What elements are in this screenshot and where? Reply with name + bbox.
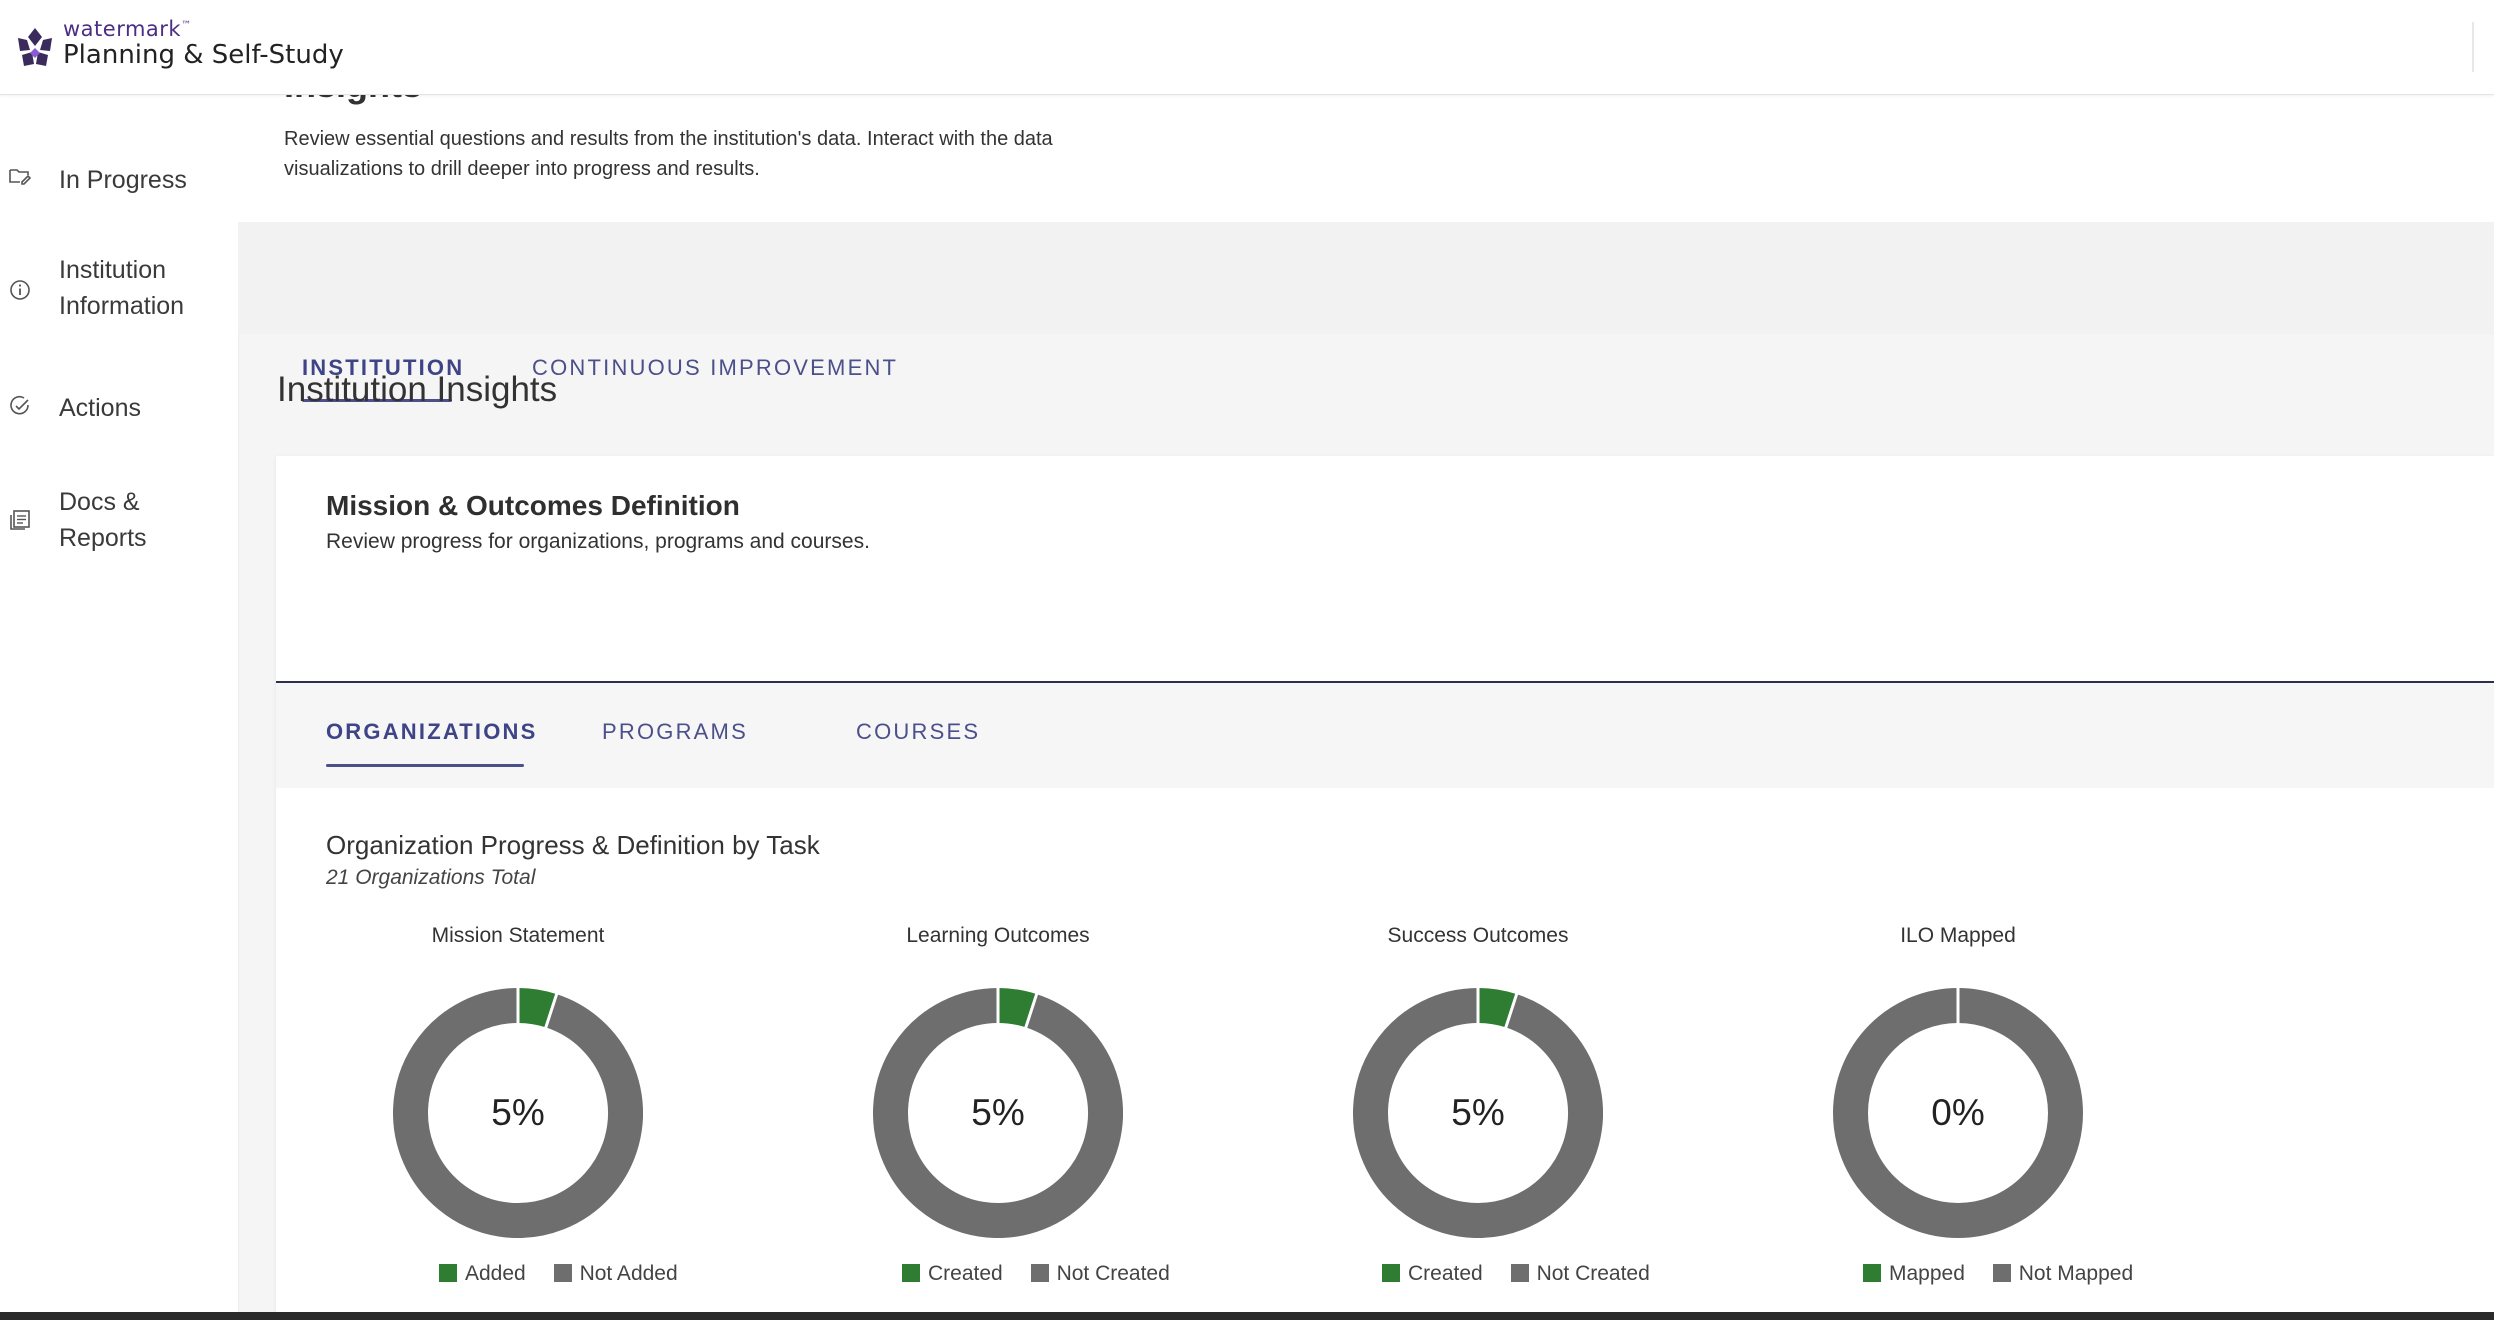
chart-legend: Created Not Created <box>1382 1262 1672 1290</box>
top-header: watermark™ Planning & Self-Study <box>0 0 2494 95</box>
legend-entry-negative[interactable]: Not Created <box>1030 1262 1170 1286</box>
sidebar-item-label: Docs & Reports <box>59 488 147 552</box>
card-divider <box>276 681 2494 683</box>
product-name: Planning & Self-Study <box>63 40 344 70</box>
legend-entry-negative[interactable]: Not Mapped <box>1992 1262 2134 1286</box>
header-divider <box>2472 22 2474 72</box>
slice-separator-1 <box>544 992 559 1029</box>
legend-swatch <box>1992 1264 2011 1282</box>
legend-swatch <box>1510 1264 1529 1282</box>
chart-legend: Created Not Created <box>902 1262 1192 1290</box>
legend-entry-positive[interactable]: Created <box>902 1262 1003 1286</box>
legend-entry-positive[interactable]: Created <box>1382 1262 1483 1286</box>
active-tab-indicator <box>326 764 524 767</box>
active-tab-indicator <box>302 399 452 402</box>
legend-entry-negative[interactable]: Not Added <box>553 1262 678 1286</box>
chart-title: Learning Outcomes <box>906 924 1090 947</box>
sidebar-nav: In Progress Institution Information Acti… <box>0 94 239 1320</box>
tab-programs[interactable]: PROGRAMS <box>602 719 748 744</box>
legend-swatch <box>902 1264 920 1282</box>
card-subtitle: Review progress for organizations, progr… <box>326 530 870 553</box>
document-list-icon <box>10 510 30 530</box>
taskbar-edge <box>0 1312 2494 1320</box>
sidebar-item-label: Actions <box>59 394 141 422</box>
donut-learning-outcomes: Learning Outcomes 5% <box>838 924 1158 1254</box>
donut-chart[interactable] <box>393 988 643 1238</box>
chart-legend: Added Not Added <box>439 1262 700 1290</box>
page-description: Review essential questions and results f… <box>284 128 1053 180</box>
watermark-logo-icon[interactable] <box>12 24 58 70</box>
legend-swatch <box>1863 1264 1881 1282</box>
legend-swatch <box>439 1264 457 1282</box>
donut-center-label: 5% <box>1451 1092 1505 1133</box>
legend-entry-positive[interactable]: Mapped <box>1863 1262 1965 1286</box>
legend-label: Not Mapped <box>2018 1262 2134 1285</box>
sidebar-item-institution-information[interactable]: Institution Information <box>0 252 238 332</box>
donut-chart[interactable] <box>1353 988 1603 1238</box>
legend-label: Mapped <box>1889 1262 1965 1285</box>
chart-section-subtitle: 21 Organizations Total <box>326 866 536 889</box>
donut-chart[interactable] <box>1833 988 2083 1238</box>
chart-title: Success Outcomes <box>1387 924 1569 947</box>
legend-entry-negative[interactable]: Not Created <box>1510 1262 1650 1286</box>
chart-section-title: Organization Progress & Definition by Ta… <box>326 830 820 860</box>
legend-swatch <box>1030 1264 1049 1282</box>
legend-swatch <box>1382 1264 1400 1282</box>
page-intro: Insights Review essential questions and … <box>238 64 2494 222</box>
brand-trademark: ™ <box>181 20 192 31</box>
donut-ilo-mapped: ILO Mapped 0% <box>1798 924 2118 1254</box>
sidebar-item-label: In Progress <box>59 166 187 194</box>
legend-swatch <box>553 1264 572 1282</box>
legend-label: Not Created <box>1056 1262 1170 1285</box>
donut-slice-not-created[interactable] <box>1353 988 1603 1238</box>
chart-legend: Mapped Not Mapped <box>1863 1262 2155 1290</box>
card-title: Mission & Outcomes Definition <box>326 490 740 521</box>
donut-chart[interactable] <box>873 988 1123 1238</box>
sidebar-item-docs-reports[interactable]: Docs & Reports <box>0 484 238 564</box>
legend-label: Not Created <box>1536 1262 1650 1285</box>
donut-mission-statement: Mission Statement 5% <box>358 924 678 1254</box>
legend-label: Created <box>1408 1262 1483 1285</box>
chart-title: ILO Mapped <box>1900 924 2016 947</box>
sidebar-item-actions[interactable]: Actions <box>0 382 238 442</box>
donut-center-label: 5% <box>971 1092 1025 1133</box>
card-tabs: ORGANIZATIONS PROGRAMS COURSES <box>276 683 2494 788</box>
section-title: Institution Insights <box>277 370 558 409</box>
legend-label: Added <box>465 1262 526 1285</box>
donut-slice-not-created[interactable] <box>873 988 1123 1238</box>
tab-institution[interactable]: INSTITUTION <box>302 355 465 380</box>
donut-slice-not-added[interactable] <box>393 988 643 1238</box>
info-circle-icon <box>10 280 30 300</box>
brand-name: watermark <box>63 17 182 41</box>
brand-watermark: watermark™ <box>63 17 192 41</box>
donut-center-label: 0% <box>1931 1092 1985 1133</box>
main-content: Insights Review essential questions and … <box>238 64 2494 1320</box>
legend-entry-positive[interactable]: Added <box>439 1262 526 1286</box>
slice-separator-1 <box>1024 992 1039 1029</box>
tab-courses[interactable]: COURSES <box>856 719 981 744</box>
legend-label: Not Added <box>579 1262 678 1285</box>
sidebar-item-in-progress[interactable]: In Progress <box>0 150 238 210</box>
sidebar-item-label: Institution Information <box>59 256 185 320</box>
chart-title: Mission Statement <box>431 924 605 947</box>
donut-center-label: 5% <box>491 1092 545 1133</box>
insights-tabs: INSTITUTION CONTINUOUS IMPROVEMENT <box>238 222 2494 402</box>
slice-separator-1 <box>1504 992 1519 1029</box>
mission-outcomes-card: Mission & Outcomes Definition Review pro… <box>276 456 2494 1320</box>
donut-success-outcomes: Success Outcomes 5% <box>1318 924 1638 1254</box>
tab-continuous-improvement[interactable]: CONTINUOUS IMPROVEMENT <box>532 355 899 380</box>
tab-organizations[interactable]: ORGANIZATIONS <box>326 719 538 744</box>
legend-label: Created <box>928 1262 1003 1285</box>
folder-edit-icon <box>9 169 32 185</box>
check-circle-icon <box>10 395 29 415</box>
